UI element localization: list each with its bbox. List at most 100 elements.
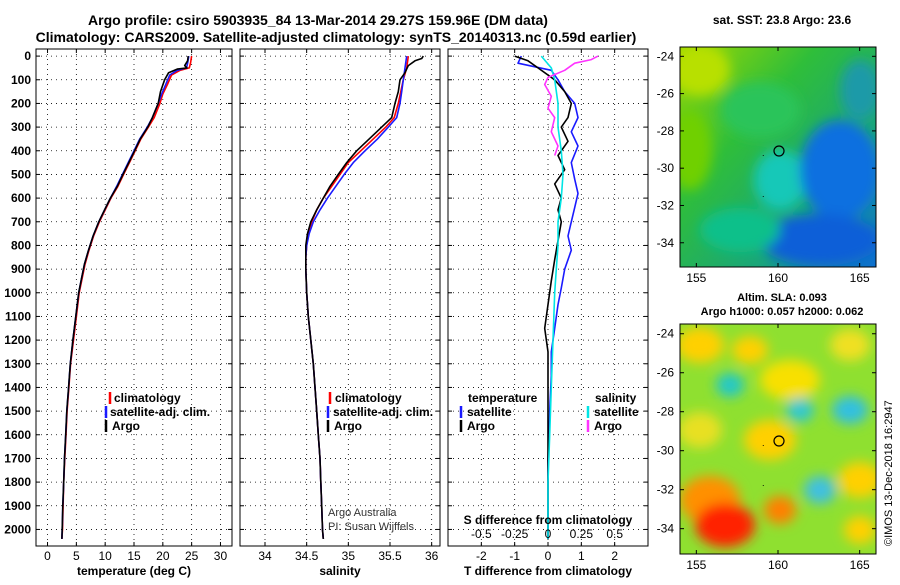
sst-map [680,47,876,267]
sst-track-dot: . [762,148,765,158]
temperature-xlabel: temperature (deg C) [77,564,191,578]
title-line-2: Climatology: CARS2009. Satellite-adjuste… [36,29,637,45]
depth-tick-label: 500 [11,167,31,181]
credit-annotation-line-2: PI: Susan Wijffels [328,521,414,533]
sla-float-marker [773,435,785,447]
title-line-1: Argo profile: csiro 5903935_84 13-Mar-20… [88,12,548,28]
x-tick-label: 2 [611,549,618,563]
depth-tick-label: 400 [11,144,31,158]
map-x-tick-label: 155 [686,271,706,285]
depth-tick-label: 1400 [4,380,31,394]
map-y-tick-label: -32 [657,483,675,497]
depth-tick-label: 1600 [4,428,31,442]
x-tick-label: -2 [476,549,487,563]
salinity-xlabel: salinity [319,564,361,578]
map-x-tick-label: 165 [850,558,870,572]
x-tick-label: 30 [214,549,228,563]
legend-label-t-argo: Argo [467,419,495,433]
map-x-tick-label: 160 [768,558,788,572]
x-tick-label: 34.5 [295,549,319,563]
sla-map-axes: 155 160 165 -24 -26 -28 -30 -32 -34 [657,324,876,572]
depth-tick-label: 1300 [4,357,31,371]
depth-tick-label: 1100 [5,309,31,323]
x-tick-label: 36 [425,549,439,563]
top-tick-label: 0.25 [570,527,594,541]
series-line-climatology [305,55,410,539]
sla-map-title-2: Argo h1000: 0.057 h2000: 0.062 [701,306,864,318]
depth-tick-label: 100 [11,73,31,87]
depth-tick-label: 700 [11,215,31,229]
map-y-tick-label: -32 [657,198,675,212]
sla-track-dot: . [762,478,765,488]
legend-label-argo: Argo [112,419,140,433]
depth-tick-label: 1500 [4,404,31,418]
map-x-tick-label: 160 [768,271,788,285]
series-line-argo [305,55,424,539]
sla-map [680,324,876,554]
legend-heading-salinity: salinity [595,391,637,405]
series-line-argo [61,55,189,539]
salinity-x-axis: 34 34.5 35 35.5 36 [258,49,439,563]
x-tick-label: 10 [98,549,112,563]
legend-label-s-argo: Argo [594,419,622,433]
sla-map-title-1: Altim. SLA: 0.093 [737,292,827,304]
x-tick-label: 20 [156,549,170,563]
legend-label-satellite: satellite-adj. clim. [333,405,433,419]
x-tick-label: 25 [185,549,199,563]
temperature-curves [61,55,193,539]
map-y-tick-label: -26 [657,366,675,380]
sla-track-dot: . [762,438,765,448]
depth-tick-label: 0 [24,49,31,63]
x-tick-label: -1 [509,549,520,563]
top-tick-label: -0.5 [471,527,492,541]
x-tick-label: 0 [545,549,552,563]
map-y-tick-label: -26 [657,87,675,101]
difference-curves [514,55,599,539]
depth-tick-label: 1000 [4,286,31,300]
depth-tick-label: 1800 [4,475,31,489]
temperature-grid [36,49,232,546]
map-y-tick-label: -34 [657,522,675,536]
sst-float-marker [773,145,785,157]
series-line-t-argo [514,55,573,539]
depth-tick-label: 1900 [4,499,31,513]
depth-axis: 0 100 200 300 400 500 600 700 800 900 1000 1100 1200… [4,49,31,536]
map-y-tick-label: -24 [657,327,675,341]
sla-map-field [680,327,876,547]
map-x-tick-label: 155 [686,558,706,572]
map-y-tick-label: -28 [657,405,675,419]
depth-tick-label: 800 [11,238,31,252]
difference-top-ticks: -0.5 -0.25 0 0.25 0.5 [471,527,623,541]
depth-tick-label: 2000 [4,522,31,536]
legend-label-climatology: climatology [114,391,181,405]
x-tick-label: 34 [258,549,272,563]
legend-label-argo: Argo [334,419,362,433]
legend-label-s-satellite: satellite [594,405,639,419]
legend-label-satellite: satellite-adj. clim. [110,405,210,419]
series-line-s-argo [543,55,599,156]
depth-tick-label: 300 [11,120,31,134]
x-tick-label: 35 [342,549,356,563]
depth-tick-label: 1200 [4,333,31,347]
x-tick-label: 1 [578,549,585,563]
top-tick-label: 0.5 [606,527,623,541]
depth-tick-label: 1700 [4,451,31,465]
sst-map-axes: 155 160 165 -24 -26 -28 -30 -32 -34 [657,47,876,285]
map-y-tick-label: -30 [657,161,675,175]
salinity-panel [239,48,441,547]
series-line-s-satellite [540,55,564,539]
legend-label-t-satellite: satellite [467,405,512,419]
difference-x-axis: -2 -1 0 1 2 [476,49,618,563]
legend-label-climatology: climatology [335,391,402,405]
sst-track-dot: . [762,189,765,199]
salinity-curves [305,55,424,539]
x-tick-label: 15 [127,549,141,563]
sst-map-title: sat. SST: 23.8 Argo: 23.6 [713,13,852,27]
temperature-panel [35,48,233,547]
salinity-grid [240,49,440,546]
legend-heading-temperature: temperature [468,391,538,405]
credit-annotation-line-1: Argo Australia [328,507,397,519]
depth-tick-label: 600 [11,191,31,205]
imos-credit: ©IMOS 13-Dec-2018 16:2947 [883,400,895,546]
